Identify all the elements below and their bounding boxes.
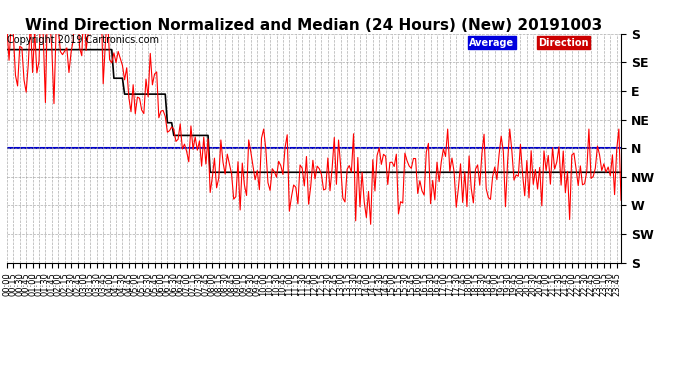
Text: Average: Average (469, 38, 514, 48)
Title: Wind Direction Normalized and Median (24 Hours) (New) 20191003: Wind Direction Normalized and Median (24… (26, 18, 602, 33)
Text: Direction: Direction (538, 38, 589, 48)
Text: Copyright 2019 Cartronics.com: Copyright 2019 Cartronics.com (7, 35, 159, 45)
